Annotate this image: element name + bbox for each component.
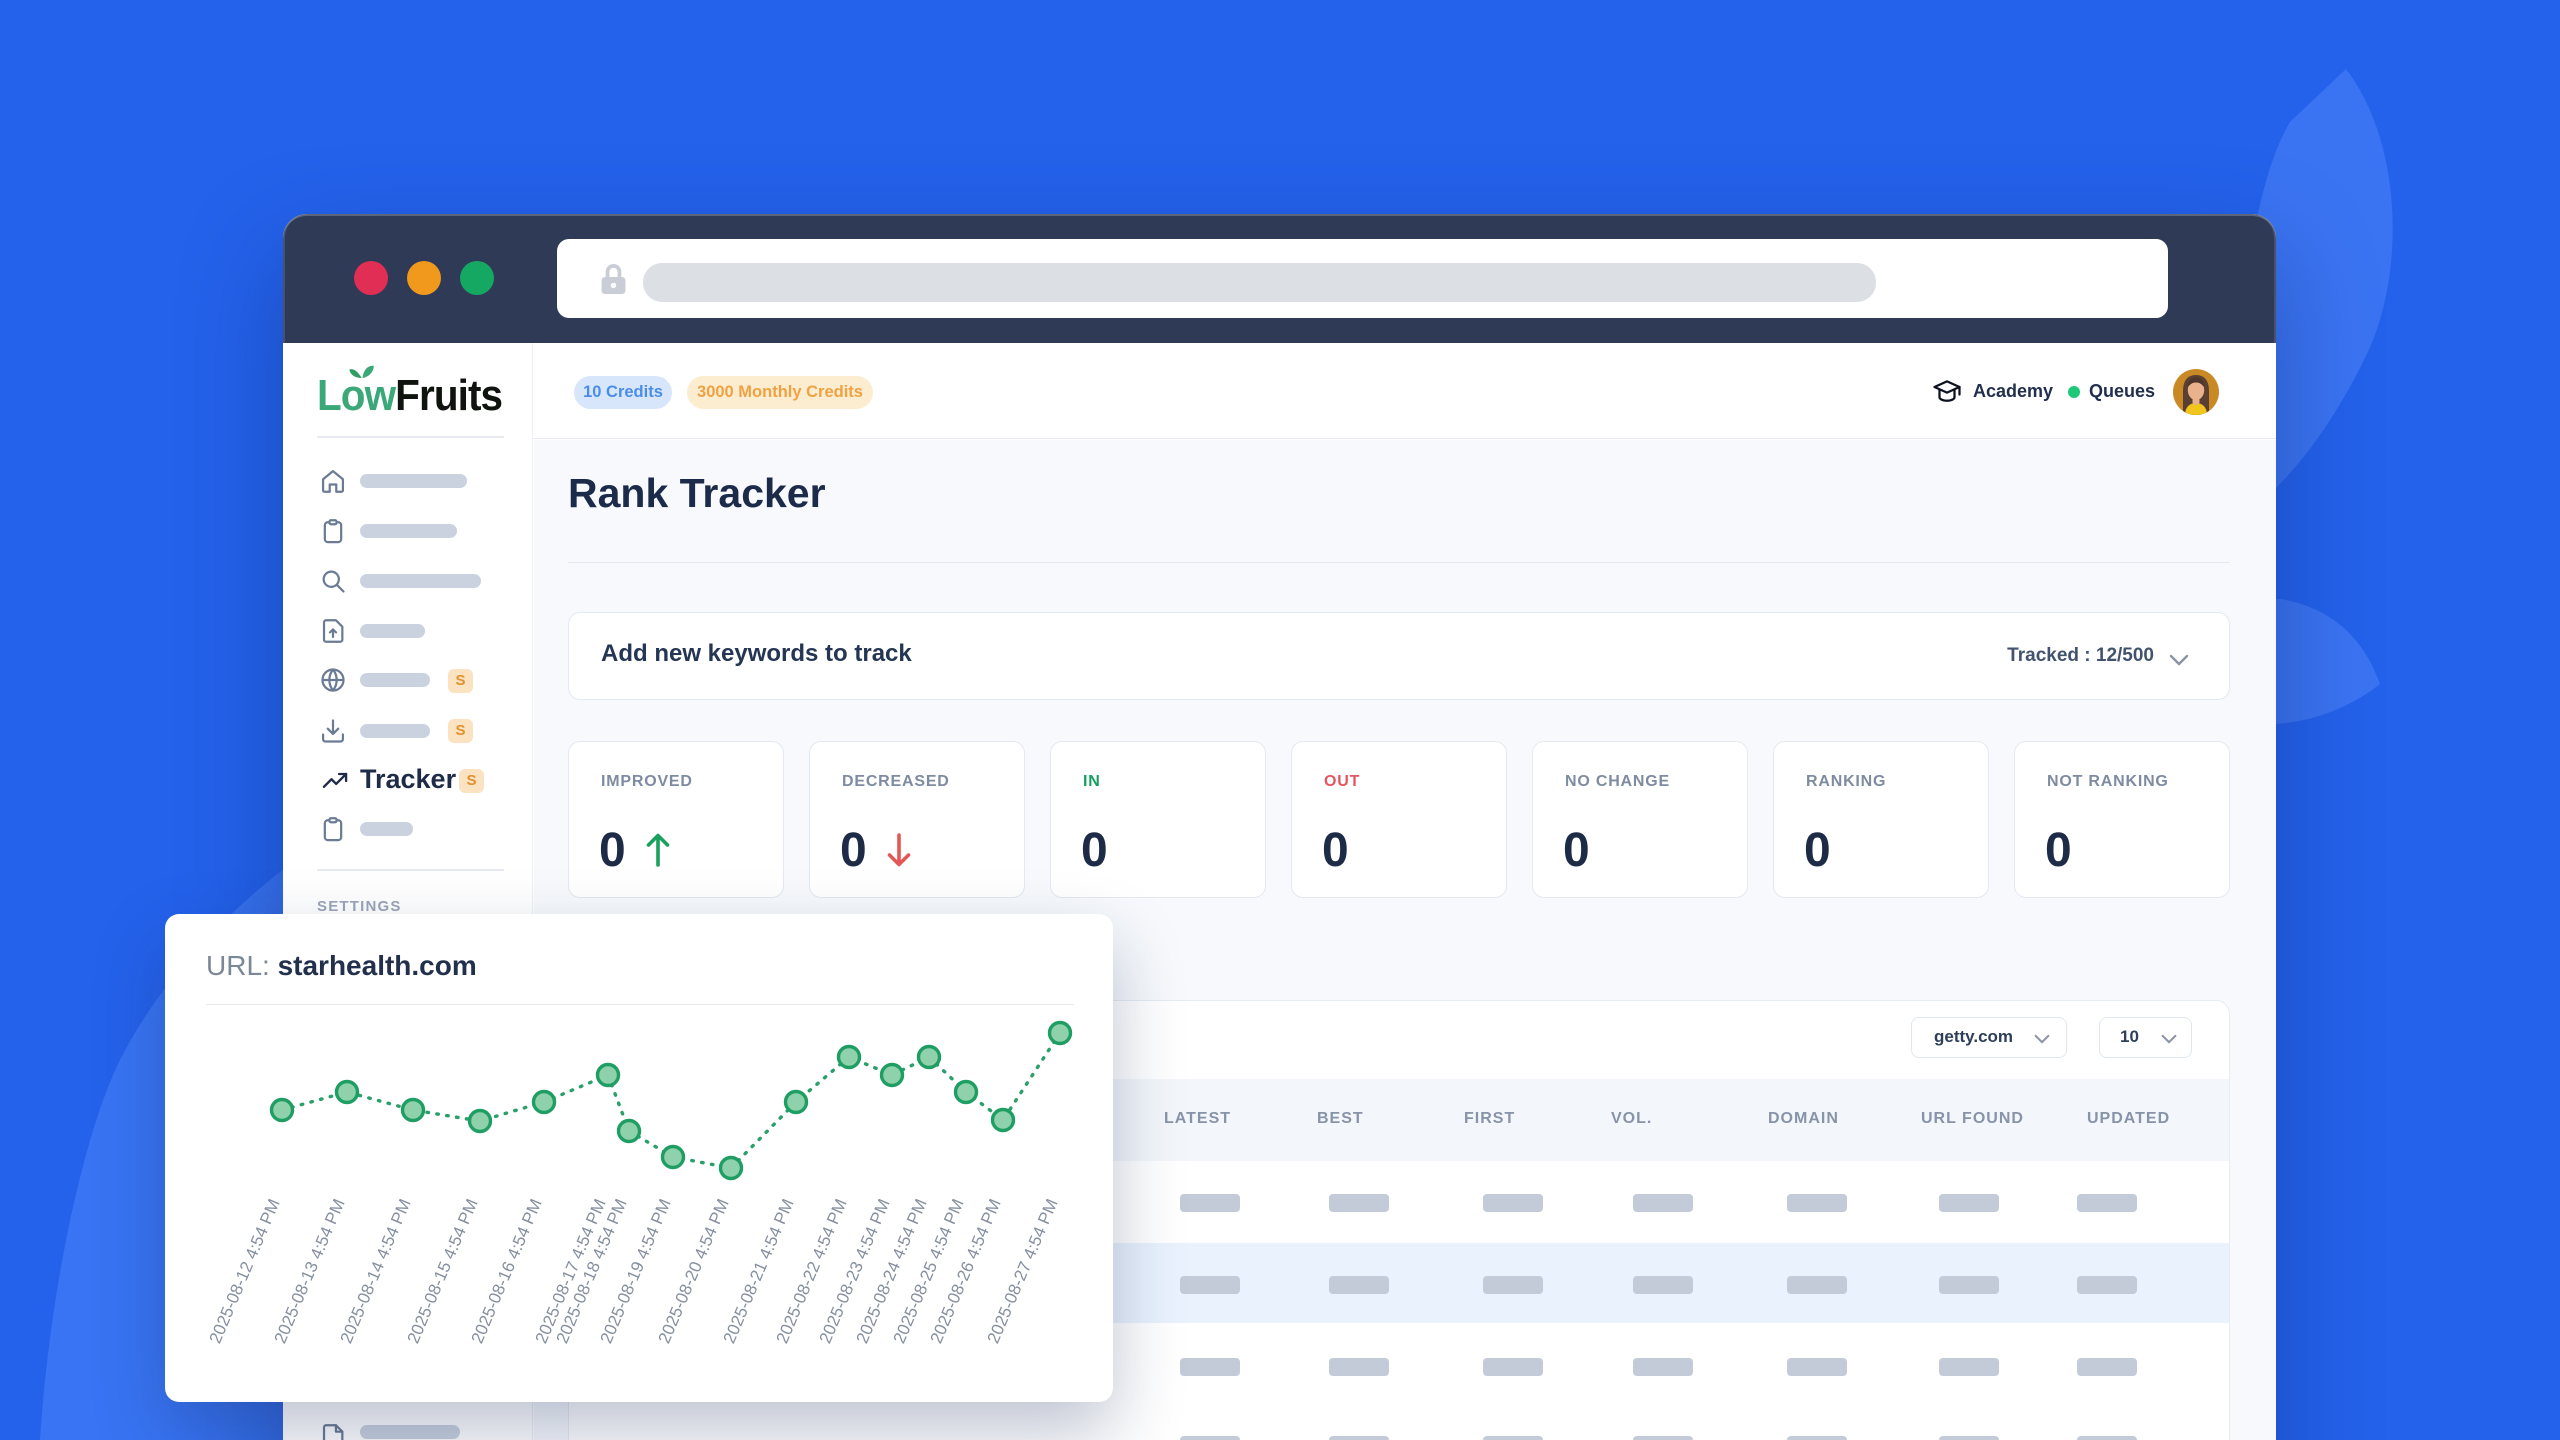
svg-text:2025-08-12 4:54 PM: 2025-08-12 4:54 PM: [206, 1196, 284, 1346]
svg-text:2025-08-15 4:54 PM: 2025-08-15 4:54 PM: [404, 1196, 482, 1346]
svg-text:2025-08-14 4:54 PM: 2025-08-14 4:54 PM: [337, 1196, 415, 1346]
svg-text:2025-08-16 4:54 PM: 2025-08-16 4:54 PM: [468, 1196, 546, 1346]
svg-text:2025-08-13 4:54 PM: 2025-08-13 4:54 PM: [271, 1196, 349, 1346]
